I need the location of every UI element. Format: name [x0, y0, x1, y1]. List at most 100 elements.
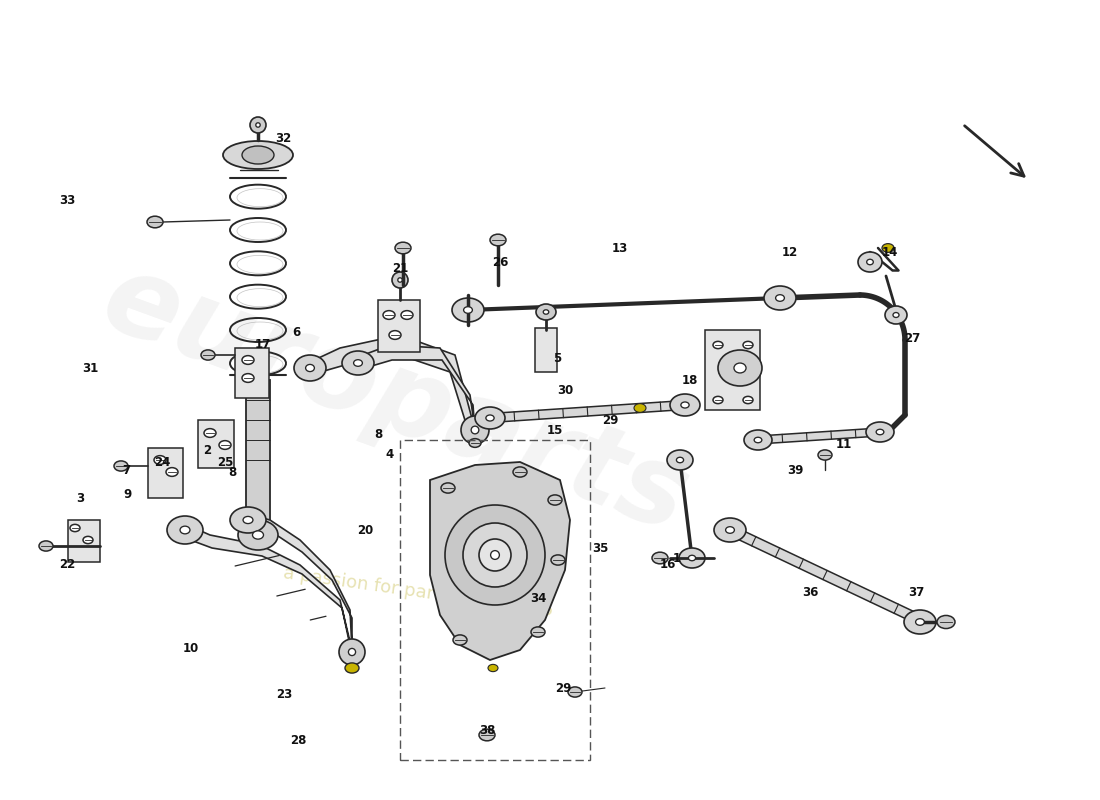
Text: 9: 9: [123, 487, 131, 501]
Ellipse shape: [718, 350, 762, 386]
Ellipse shape: [243, 517, 253, 523]
Ellipse shape: [689, 555, 695, 561]
Circle shape: [551, 555, 565, 565]
Text: 18: 18: [682, 374, 698, 386]
Circle shape: [742, 396, 754, 404]
Text: 39: 39: [786, 463, 803, 477]
Ellipse shape: [886, 306, 907, 324]
Polygon shape: [430, 462, 570, 660]
Ellipse shape: [670, 394, 700, 416]
Ellipse shape: [238, 520, 278, 550]
Circle shape: [154, 456, 166, 464]
Ellipse shape: [475, 407, 505, 429]
Ellipse shape: [446, 505, 544, 605]
Ellipse shape: [486, 415, 494, 421]
Ellipse shape: [242, 146, 274, 164]
Circle shape: [568, 687, 582, 697]
Circle shape: [937, 615, 955, 629]
Circle shape: [713, 342, 723, 349]
Circle shape: [478, 729, 495, 741]
Text: 26: 26: [492, 257, 508, 270]
Text: 4: 4: [386, 449, 394, 462]
Ellipse shape: [893, 313, 899, 318]
Ellipse shape: [256, 122, 261, 127]
Text: 1: 1: [673, 551, 681, 565]
Circle shape: [652, 552, 668, 564]
FancyBboxPatch shape: [198, 420, 234, 468]
Circle shape: [634, 404, 646, 412]
Circle shape: [242, 356, 254, 364]
Ellipse shape: [294, 355, 326, 381]
FancyBboxPatch shape: [378, 300, 420, 352]
Text: 13: 13: [612, 242, 628, 254]
Circle shape: [441, 483, 455, 493]
Polygon shape: [248, 514, 352, 655]
Text: 36: 36: [802, 586, 818, 598]
Text: 32: 32: [275, 131, 292, 145]
Text: 20: 20: [356, 523, 373, 537]
Text: 11: 11: [836, 438, 852, 451]
Ellipse shape: [679, 548, 705, 568]
Ellipse shape: [904, 610, 936, 634]
Polygon shape: [758, 428, 880, 444]
Circle shape: [70, 524, 80, 532]
FancyBboxPatch shape: [535, 328, 557, 372]
Circle shape: [453, 635, 468, 645]
Ellipse shape: [392, 272, 408, 288]
Ellipse shape: [543, 310, 549, 314]
Circle shape: [531, 627, 544, 637]
FancyBboxPatch shape: [148, 448, 183, 498]
Ellipse shape: [342, 351, 374, 375]
Polygon shape: [728, 526, 922, 625]
Ellipse shape: [461, 416, 490, 444]
Circle shape: [490, 234, 506, 246]
Circle shape: [147, 216, 163, 228]
Text: 7: 7: [122, 463, 130, 477]
Text: 14: 14: [882, 246, 899, 259]
Ellipse shape: [491, 550, 499, 559]
Ellipse shape: [667, 450, 693, 470]
Ellipse shape: [482, 542, 508, 569]
Circle shape: [242, 374, 254, 382]
Text: 30: 30: [557, 383, 573, 397]
Ellipse shape: [180, 526, 190, 534]
Circle shape: [402, 310, 412, 319]
Circle shape: [818, 450, 832, 460]
Polygon shape: [310, 335, 475, 430]
Ellipse shape: [398, 278, 403, 282]
Ellipse shape: [478, 539, 512, 571]
Ellipse shape: [230, 507, 266, 533]
FancyBboxPatch shape: [235, 348, 270, 398]
Circle shape: [513, 467, 527, 477]
Ellipse shape: [486, 546, 504, 564]
Text: 29: 29: [602, 414, 618, 426]
Polygon shape: [490, 401, 685, 422]
Circle shape: [219, 441, 231, 450]
FancyBboxPatch shape: [705, 330, 760, 410]
Ellipse shape: [764, 286, 796, 310]
Circle shape: [548, 495, 562, 505]
Ellipse shape: [676, 458, 683, 462]
Text: a passion for parts since 1985: a passion for parts since 1985: [282, 564, 554, 620]
Text: 33: 33: [59, 194, 75, 206]
Text: 25: 25: [217, 455, 233, 469]
Circle shape: [345, 663, 359, 673]
Circle shape: [166, 468, 178, 476]
Text: 29: 29: [554, 682, 571, 694]
Bar: [400, 440, 590, 760]
Circle shape: [742, 342, 754, 349]
Text: 28: 28: [289, 734, 306, 746]
Ellipse shape: [536, 304, 556, 320]
Ellipse shape: [463, 523, 527, 587]
Text: 31: 31: [81, 362, 98, 374]
Circle shape: [204, 429, 216, 438]
Text: 2: 2: [202, 443, 211, 457]
Text: 15: 15: [547, 423, 563, 437]
Text: 21: 21: [392, 262, 408, 274]
Ellipse shape: [463, 306, 472, 314]
Circle shape: [383, 310, 395, 319]
Circle shape: [882, 244, 894, 252]
Ellipse shape: [250, 117, 266, 133]
Text: 35: 35: [592, 542, 608, 554]
Circle shape: [389, 330, 402, 339]
